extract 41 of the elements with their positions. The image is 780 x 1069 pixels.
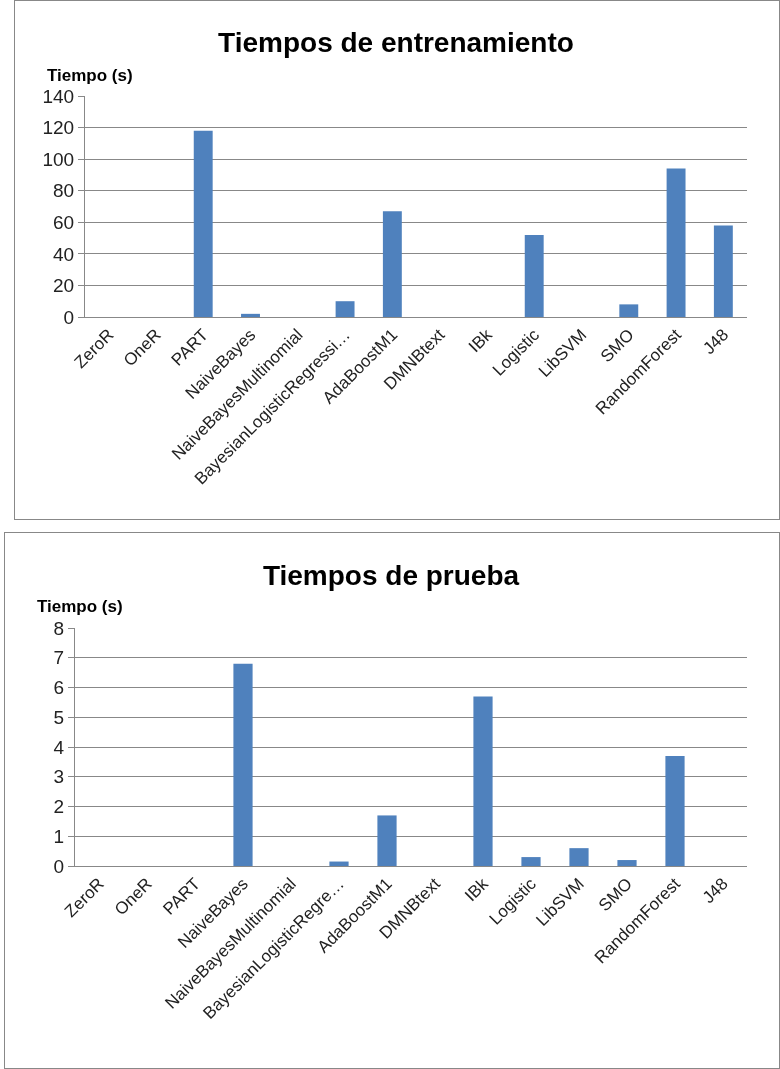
- bar: [233, 663, 253, 866]
- y-tick-label: 100: [42, 148, 75, 170]
- y-tick-label: 0: [63, 306, 75, 328]
- y-tick-label: 120: [42, 117, 75, 139]
- x-tick-label: IBk: [464, 324, 497, 357]
- chart-title: Tiempos de entrenamiento: [218, 26, 574, 58]
- y-tick-label: 3: [53, 766, 65, 788]
- bar: [617, 860, 637, 866]
- bar: [473, 696, 493, 866]
- y-tick-label: 40: [53, 243, 75, 265]
- bar: [569, 848, 589, 866]
- chart-title: Tiempos de prueba: [262, 559, 520, 591]
- y-tick-label: 7: [53, 647, 65, 669]
- y-axis-title: Tiempo (s): [37, 597, 123, 616]
- bar: [377, 815, 397, 866]
- bar: [619, 304, 639, 317]
- bar: [241, 313, 260, 317]
- bar: [665, 755, 685, 866]
- y-tick-label: 2: [53, 796, 65, 818]
- y-tick-label: 8: [53, 617, 65, 639]
- bar: [382, 211, 402, 317]
- y-tick-label: 80: [53, 180, 75, 202]
- y-axis-title: Tiempo (s): [47, 66, 133, 85]
- bar: [193, 130, 213, 317]
- y-tick-label: 140: [42, 85, 75, 107]
- y-tick-label: 5: [53, 706, 65, 728]
- x-tick-label: J48: [699, 874, 732, 908]
- y-tick-label: 60: [53, 211, 75, 233]
- x-tick-label: IBk: [461, 873, 493, 906]
- y-tick-label: 4: [53, 736, 65, 758]
- y-tick-label: 6: [53, 677, 65, 699]
- y-tick-label: 20: [53, 275, 75, 297]
- y-tick-label: 1: [53, 825, 65, 847]
- bar: [329, 861, 349, 866]
- bar: [521, 857, 541, 866]
- bar: [666, 168, 686, 317]
- bar: [524, 234, 544, 317]
- bar: [713, 225, 733, 317]
- y-tick-label: 0: [53, 855, 65, 877]
- x-tick-label: J48: [699, 325, 733, 359]
- bar: [335, 301, 355, 317]
